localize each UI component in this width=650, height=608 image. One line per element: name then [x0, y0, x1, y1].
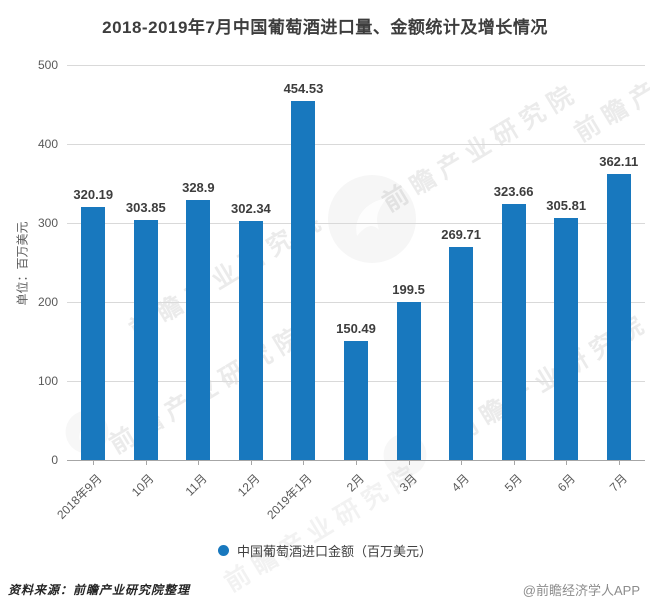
bar-cell: 302.34 12月 — [225, 65, 278, 499]
x-tick-label: 2018年9月 — [54, 471, 105, 522]
y-tick-label: 500 — [37, 58, 58, 72]
bar-value-label: 303.85 — [125, 199, 166, 215]
x-tick-label: 11月 — [182, 471, 210, 499]
bar — [449, 246, 474, 460]
bar-value-label: 302.34 — [231, 201, 271, 217]
legend-label: 中国葡萄酒进口金额（百万美元） — [236, 544, 432, 559]
bar-value-label: 269.71 — [441, 226, 481, 242]
bar-value-label: 199.5 — [392, 282, 425, 298]
source-note: 资料来源：前瞻产业研究院整理 — [8, 583, 191, 597]
y-tick-label: 200 — [37, 295, 58, 309]
x-tick — [93, 460, 95, 465]
gridline — [67, 223, 645, 224]
x-tick — [618, 460, 620, 465]
bar-value-label: 150.49 — [336, 321, 376, 337]
gridline — [67, 144, 645, 145]
plot-area: 0 100 200 300 400 500 320.19 2018年9月 303.85 10月 32… — [38, 58, 645, 522]
x-tick — [356, 460, 357, 465]
credit-note: @前瞻经济学人APP — [522, 583, 640, 598]
x-tick — [303, 460, 305, 465]
bar-cell: 269.71 4月 — [435, 65, 488, 495]
bar — [133, 219, 158, 460]
bar-value-label: 320.19 — [73, 187, 114, 203]
bar-cell: 320.19 2018年9月 — [54, 65, 120, 522]
x-tick-label: 12月 — [234, 471, 263, 500]
x-tick — [566, 460, 568, 465]
x-tick-label: 3月 — [396, 471, 420, 495]
x-tick-label: 5月 — [501, 471, 525, 495]
y-tick-label: 0 — [51, 453, 58, 467]
bar-cell: 303.85 10月 — [120, 65, 173, 499]
bar — [238, 221, 263, 460]
bar-value-label: 323.66 — [493, 184, 534, 200]
bar — [344, 341, 368, 460]
x-tick-label: 6月 — [554, 471, 578, 495]
y-tick-label: 300 — [37, 216, 58, 230]
bar-value-label: 328.9 — [182, 180, 215, 196]
bar-cell: 328.9 11月 — [172, 65, 225, 498]
x-tick — [513, 460, 515, 465]
bar-value-label: 362.11 — [599, 153, 639, 169]
bar — [81, 207, 106, 460]
bar — [291, 100, 316, 460]
x-tick-label: 4月 — [449, 471, 473, 495]
bar-value-label: 305.81 — [546, 198, 587, 214]
bar-cell: 454.53 2019年1月 — [264, 65, 330, 522]
gridline — [67, 302, 645, 303]
x-tick-label: 2月 — [344, 471, 368, 495]
bar — [186, 200, 211, 460]
x-tick — [408, 460, 410, 465]
bar-cell: 305.81 6月 — [540, 65, 593, 494]
chart-title: 2018-2019年7月中国葡萄酒进口量、金额统计及增长情况 — [102, 18, 548, 37]
bar — [396, 302, 421, 460]
x-tick — [198, 460, 200, 465]
x-tick-label: 2019年1月 — [264, 471, 315, 522]
gridline — [67, 65, 645, 66]
x-tick — [461, 460, 463, 465]
y-tick-label: 100 — [37, 374, 58, 388]
bar-cell: 362.11 7月 — [592, 65, 645, 495]
legend-marker-icon — [217, 545, 229, 556]
x-tick — [250, 460, 252, 465]
bar-cell: 199.5 3月 — [382, 65, 435, 494]
x-tick — [145, 460, 147, 465]
bar-value-label: 454.53 — [283, 80, 324, 96]
bar — [606, 173, 631, 460]
x-tick-label: 7月 — [606, 471, 631, 495]
bar — [501, 204, 526, 460]
bar — [554, 218, 579, 460]
x-tick-label: 10月 — [129, 471, 158, 500]
bars-row: 320.19 2018年9月 303.85 10月 328.9 11月 302.34 12月 4… — [54, 65, 645, 522]
bar-cell: 323.66 5月 — [487, 65, 540, 494]
legend: 中国葡萄酒进口金额（百万美元） — [0, 541, 650, 560]
y-tick-label: 400 — [37, 137, 58, 151]
bar-cell: 150.49 2月 — [330, 65, 383, 494]
